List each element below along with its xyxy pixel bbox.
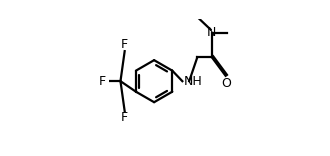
Text: NH: NH	[184, 75, 203, 88]
Text: N: N	[207, 26, 216, 39]
Text: F: F	[98, 75, 105, 88]
Text: O: O	[221, 77, 231, 90]
Text: F: F	[121, 111, 128, 124]
Text: F: F	[121, 38, 128, 51]
